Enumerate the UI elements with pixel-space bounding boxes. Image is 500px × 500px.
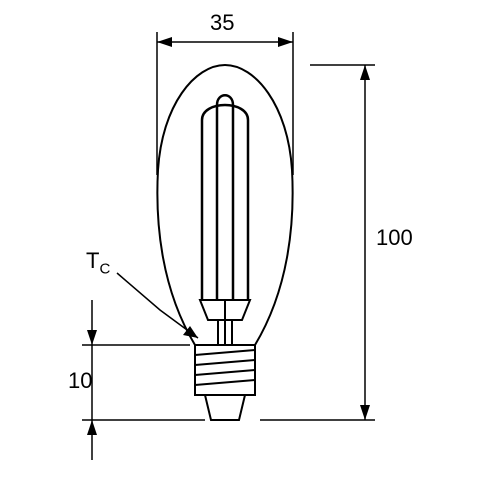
dimension-width-label: 35 xyxy=(210,10,234,36)
dimension-width xyxy=(157,32,293,175)
dimension-height-label: 100 xyxy=(376,225,413,251)
filament-stem xyxy=(200,300,250,345)
dimension-offset-label: 10 xyxy=(68,368,92,394)
screw-base xyxy=(195,345,255,420)
tc-label: TC xyxy=(86,248,110,277)
led-filaments xyxy=(202,95,248,300)
dimension-height xyxy=(260,65,375,420)
bulb-technical-drawing xyxy=(0,0,500,500)
dimension-base-offset xyxy=(82,300,205,460)
tc-leader xyxy=(117,273,198,338)
